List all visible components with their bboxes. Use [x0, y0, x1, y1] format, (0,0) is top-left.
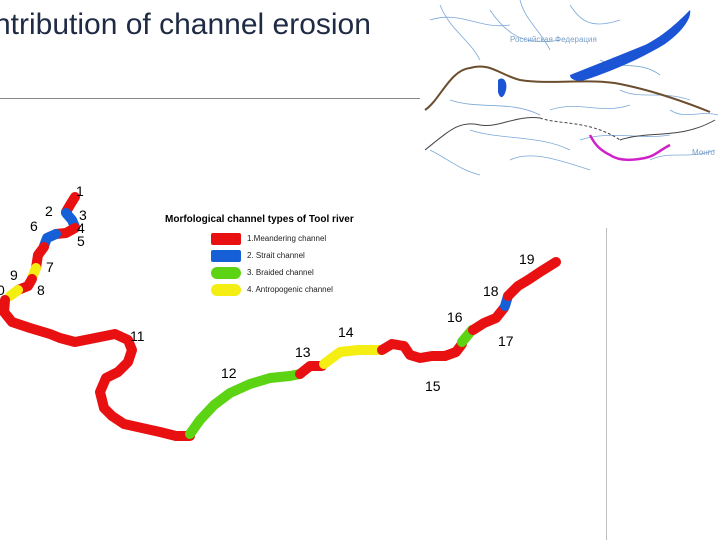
legend-title: Morfological channel types of Tool river [165, 214, 354, 225]
river-segment-12 [185, 369, 305, 439]
legend-item-braided: 3. Braided channel [165, 264, 380, 281]
title-underline [0, 98, 420, 99]
label-segment-18: 18 [483, 283, 499, 299]
label-segment-19: 19 [519, 251, 535, 267]
river-segment-19 [503, 257, 561, 301]
legend-swatch-braided [211, 266, 241, 279]
label-segment-11: 11 [130, 328, 145, 344]
inset-divider-line [606, 228, 607, 540]
label-segment-6: 6 [30, 218, 38, 234]
legend-item-anthropogenic: 4. Antropogenic channel [165, 281, 380, 298]
inset-country-ru: Российская Федерация [510, 35, 597, 44]
label-segment-1: 1 [76, 183, 84, 199]
legend-swatch-anthropogenic [211, 283, 241, 296]
legend-item-meandering: 1.Meandering channel [165, 230, 380, 247]
inset-lake [570, 10, 691, 81]
river-segment-14 [319, 345, 385, 369]
label-segment-14: 14 [338, 324, 354, 340]
label-segment-9: 9 [10, 267, 18, 283]
legend-label: 2. Strait channel [247, 251, 305, 260]
legend-swatch-meandering [211, 232, 241, 245]
river-segment-13 [295, 361, 327, 379]
label-segment-3: 3 [79, 207, 87, 223]
river-segment-11 [0, 295, 195, 441]
inset-location-map: Российская Федерация Монго [420, 0, 720, 200]
inset-tool-river [588, 134, 671, 162]
label-segment-0: 0 [0, 282, 5, 298]
river-segment-15 [377, 339, 467, 363]
label-segment-16: 16 [447, 309, 463, 325]
label-segment-17: 17 [498, 333, 514, 349]
inset-boundary [424, 65, 711, 113]
label-segment-2: 2 [45, 203, 53, 219]
map-legend: Morfological channel types of Tool river… [165, 214, 380, 298]
label-segment-5: 5 [77, 233, 85, 249]
legend-label: 3. Braided channel [247, 268, 314, 277]
slide-title: ntribution of channel erosion [0, 8, 371, 41]
label-segment-13: 13 [295, 344, 311, 360]
label-segment-7: 7 [46, 259, 54, 275]
legend-swatch-strait [211, 249, 241, 262]
legend-label: 4. Antropogenic channel [247, 285, 333, 294]
river-segment-0 [5, 285, 23, 301]
label-segment-4: 4 [77, 220, 85, 236]
legend-label: 1.Meandering channel [247, 234, 327, 243]
label-segment-15: 15 [425, 378, 441, 394]
inset-country-mn: Монго [692, 148, 715, 157]
label-segment-8: 8 [37, 282, 45, 298]
inset-rivers [429, 0, 719, 176]
legend-item-strait: 2. Strait channel [165, 247, 380, 264]
label-segment-12: 12 [221, 365, 237, 381]
river-segment-17 [468, 303, 509, 335]
